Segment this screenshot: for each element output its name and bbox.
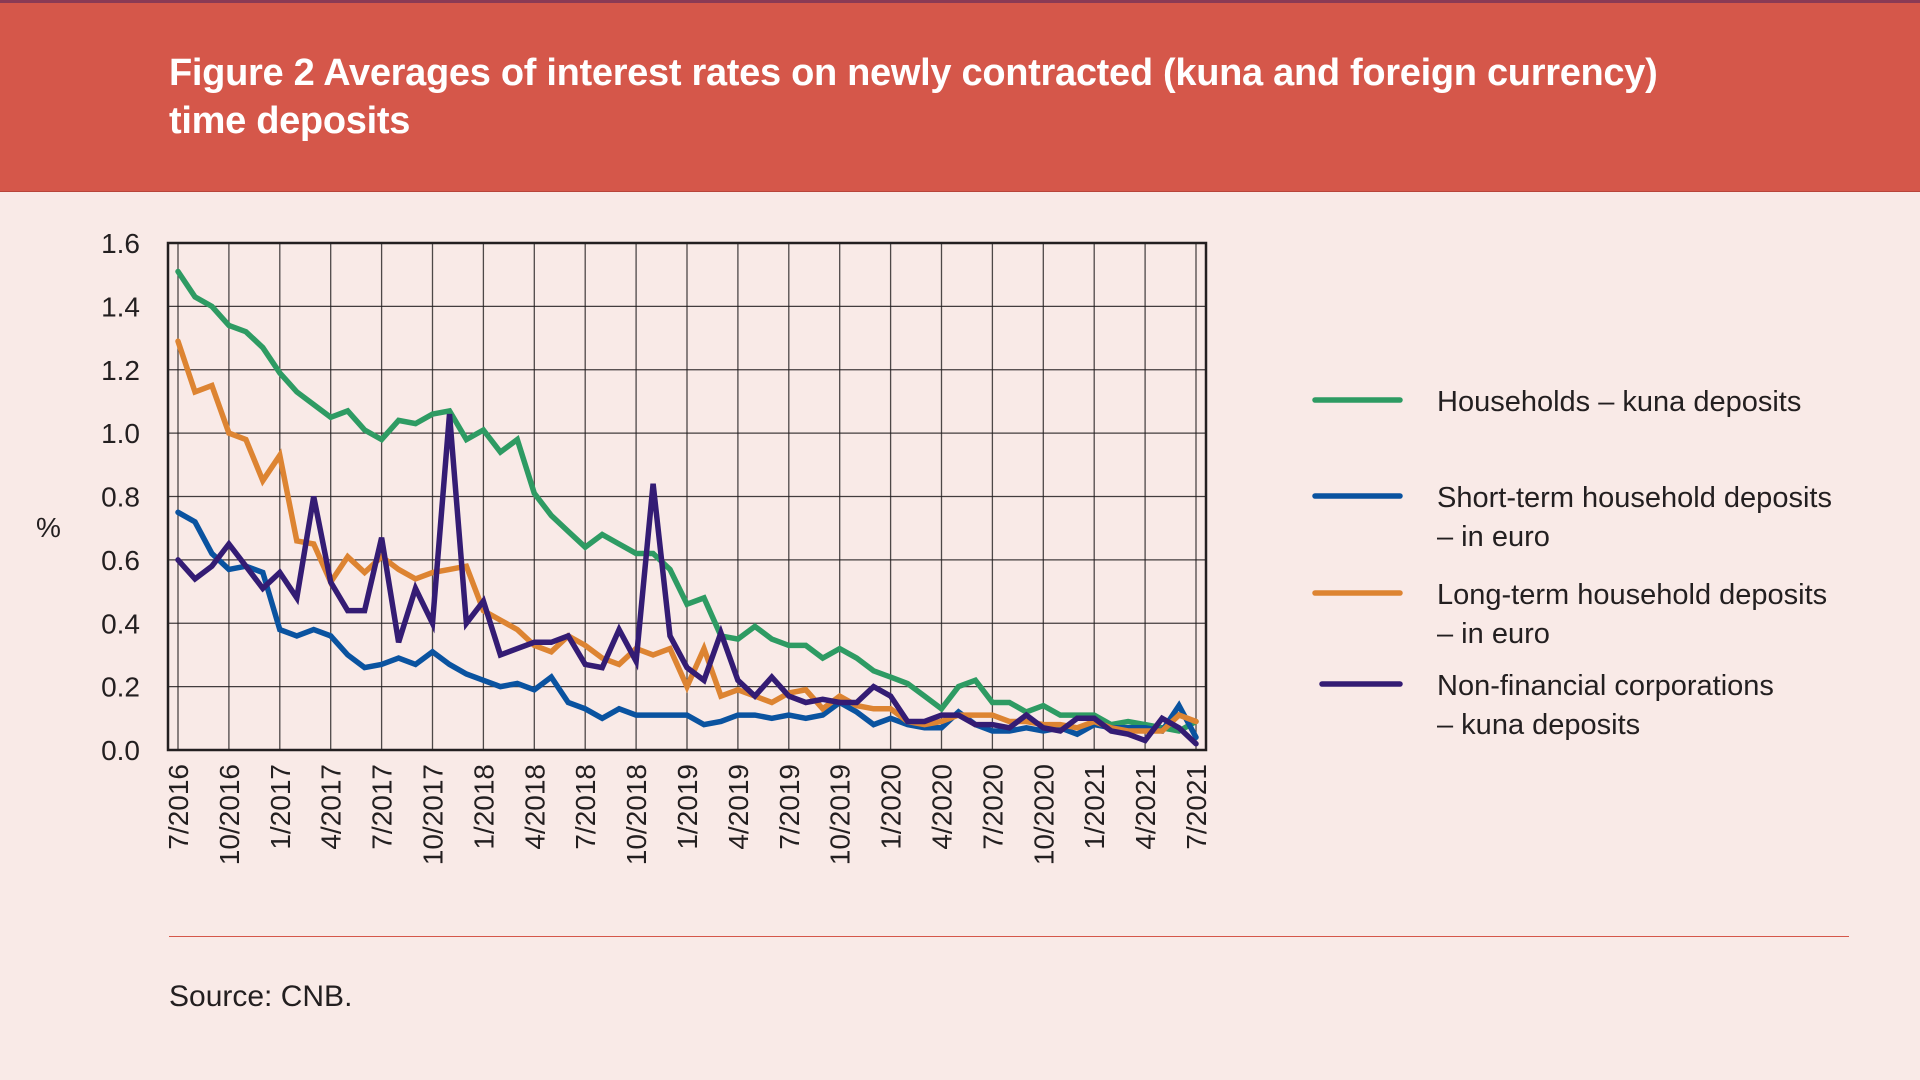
plot-frame	[166, 241, 1208, 752]
x-tick-label: 7/2019	[774, 764, 805, 850]
y-tick-label: 1.2	[101, 355, 140, 386]
x-axis: 7/2016 10/2016 1/2017 4/2017 7/2017 10/2017 1/…	[163, 764, 1212, 865]
x-tick-label: 10/2018	[621, 764, 652, 865]
y-tick-label: 0.6	[101, 545, 140, 576]
x-tick-label: 4/2019	[723, 764, 754, 850]
x-tick-label: 4/2017	[316, 764, 347, 850]
x-tick-label: 1/2021	[1079, 764, 1110, 850]
footer-divider	[169, 936, 1849, 937]
x-tick-label: 1/2019	[672, 764, 703, 850]
y-tick-label: 1.0	[101, 418, 140, 449]
x-tick-label: 7/2016	[163, 764, 194, 850]
series-line-short-term-euro	[175, 509, 1199, 741]
x-tick-label: 7/2020	[977, 764, 1008, 850]
legend: Households – kuna deposits Short-term hou…	[1312, 386, 1832, 741]
x-tick-label: 4/2021	[1130, 764, 1161, 850]
x-tick-label: 4/2018	[519, 764, 550, 850]
x-tick-label: 1/2017	[265, 764, 296, 850]
x-tick-label: 10/2020	[1028, 764, 1059, 865]
y-tick-label: 1.4	[101, 291, 140, 322]
x-tick-label: 7/2021	[1181, 764, 1212, 850]
y-tick-label: 0.4	[101, 608, 140, 639]
y-tick-label: 1.6	[101, 228, 140, 259]
series-line-nfc-kuna	[175, 413, 1199, 747]
x-tick-label: 10/2016	[214, 764, 245, 865]
legend-label: – in euro	[1437, 521, 1550, 553]
series-lines	[175, 268, 1199, 747]
x-tick-label: 4/2020	[927, 764, 958, 850]
x-tick-label: 10/2019	[825, 764, 856, 865]
x-tick-label: 7/2017	[367, 764, 398, 850]
y-tick-label: 0.8	[101, 482, 140, 513]
x-tick-label: 7/2018	[570, 764, 601, 850]
x-tick-label: 1/2020	[876, 764, 907, 850]
x-tick-label: 10/2017	[418, 764, 449, 865]
figure-title: Figure 2 Averages of interest rates on n…	[169, 52, 1658, 142]
figure-header: Figure 2 Averages of interest rates on n…	[0, 0, 1920, 192]
series-line-long-term-euro	[175, 338, 1199, 734]
legend-label: – kuna deposits	[1437, 709, 1640, 741]
legend-label: Long-term household deposits	[1437, 579, 1827, 611]
legend-label: – in euro	[1437, 618, 1550, 650]
legend-label: Households – kuna deposits	[1437, 386, 1801, 418]
source-note: Source: CNB.	[169, 980, 353, 1013]
y-axis-label: %	[36, 512, 61, 543]
legend-label: Short-term household deposits	[1437, 482, 1832, 514]
y-tick-label: 0.2	[101, 672, 140, 703]
y-tick-label: 0.0	[101, 735, 140, 766]
legend-label: Non-financial corporations	[1437, 670, 1774, 702]
x-tick-label: 1/2018	[468, 764, 499, 850]
y-axis: 0.0 0.2 0.4 0.6 0.8 1.0 1.2 1.4 1.6	[101, 228, 140, 766]
grid	[168, 242, 1206, 751]
